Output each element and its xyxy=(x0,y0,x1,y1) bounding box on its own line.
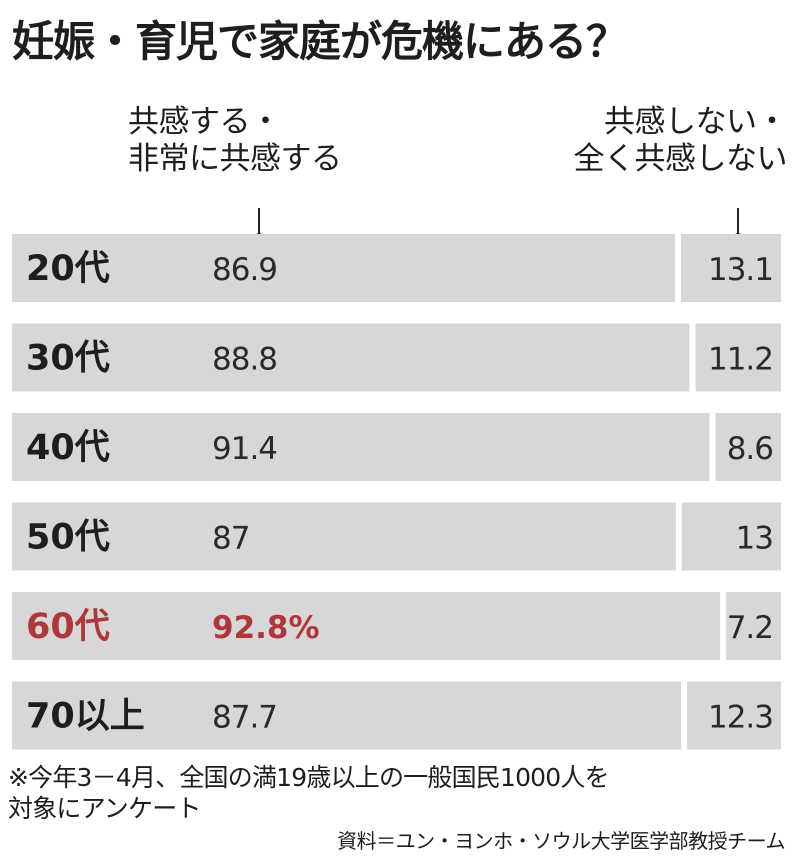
legend-agree-line1: 共感する・ xyxy=(128,104,281,140)
value-label-disagree: 13 xyxy=(736,521,773,557)
value-label-agree: 92.8% xyxy=(212,610,320,646)
legend-agree: 共感する・ 非常に共感する xyxy=(128,104,342,178)
category-label: 30代 xyxy=(26,339,110,379)
category-label: 20代 xyxy=(26,249,110,289)
value-label-agree: 91.4 xyxy=(212,431,277,467)
legend-disagree-line2: 全く共感しない xyxy=(573,141,788,177)
bar-disagree xyxy=(695,323,781,392)
bar-agree xyxy=(12,681,682,750)
value-label-agree: 86.9 xyxy=(212,252,277,288)
value-label-disagree: 11.2 xyxy=(708,342,773,378)
value-label-disagree: 12.3 xyxy=(708,700,773,736)
bar-disagree xyxy=(726,592,781,660)
value-label-disagree: 7.2 xyxy=(727,610,773,646)
bar-disagree xyxy=(687,681,781,750)
chart-title: 妊娠・育児で家庭が危機にある？ xyxy=(12,17,628,66)
footnote: ※今年3－4月、全国の満19歳以上の一般国民1000人を 対象にアンケート xyxy=(8,762,610,824)
bar-agree xyxy=(12,592,721,660)
value-label-agree: 87.7 xyxy=(212,700,277,736)
value-label-disagree: 13.1 xyxy=(708,252,773,288)
bar-agree xyxy=(12,234,676,302)
category-label: 40代 xyxy=(26,428,110,468)
value-label-agree: 88.8 xyxy=(212,342,277,378)
bar-disagree xyxy=(715,413,781,481)
category-label: 60代 xyxy=(26,607,110,647)
bar-agree xyxy=(12,502,676,571)
bar-agree xyxy=(12,413,710,481)
bar-disagree xyxy=(681,234,781,302)
legend-disagree-pointer-line xyxy=(737,208,739,236)
footnote-line2: 対象にアンケート xyxy=(8,794,201,823)
legend-agree-line2: 非常に共感する xyxy=(128,141,342,177)
footnote-line1: ※今年3－4月、全国の満19歳以上の一般国民1000人を xyxy=(8,763,610,792)
bar-agree xyxy=(12,323,690,392)
legend-disagree-line1: 共感しない・ xyxy=(604,104,787,140)
value-label-agree: 87 xyxy=(212,521,249,557)
bar-disagree xyxy=(681,502,781,571)
category-label: 50代 xyxy=(26,518,110,558)
legend-disagree: 共感しない・ 全く共感しない xyxy=(574,104,788,178)
value-label-disagree: 8.6 xyxy=(727,431,773,467)
legend-agree-pointer-line xyxy=(258,208,260,236)
source-note: 資料＝ユン・ヨンホ・ソウル大学医学部教授チーム xyxy=(337,829,785,853)
category-label: 70以上 xyxy=(26,697,145,737)
